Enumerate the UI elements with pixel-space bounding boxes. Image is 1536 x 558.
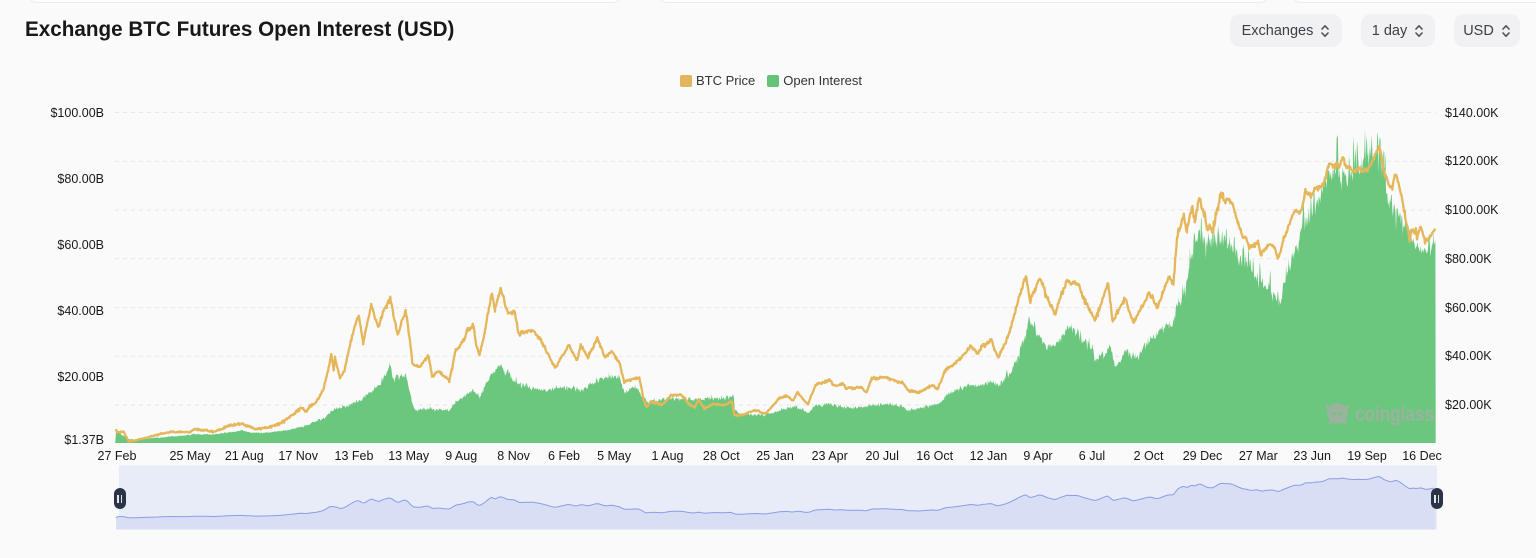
svg-text:coinglass: coinglass (1355, 403, 1434, 426)
